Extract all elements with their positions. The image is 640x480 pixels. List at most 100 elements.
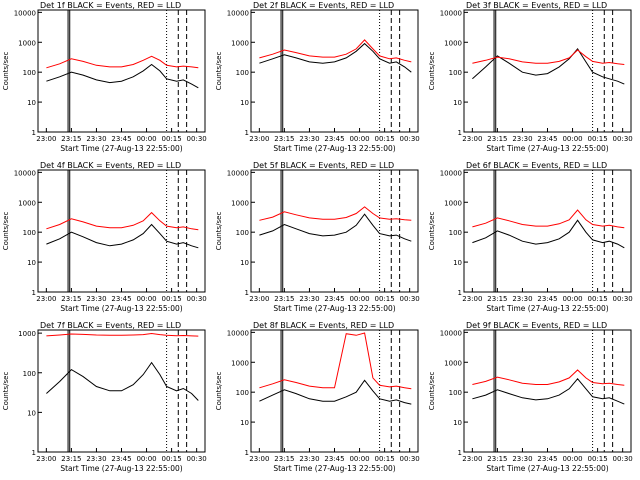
- y-tick-label: 1: [32, 129, 36, 137]
- plot-frame: [250, 329, 419, 453]
- y-tick-label: 10: [453, 259, 462, 267]
- plot-frame: [463, 169, 632, 293]
- detector-panel: Det 1f BLACK = Events, RED = LLD 1 10 100 10…: [2, 1, 207, 153]
- panel-title: Det 7f BLACK = Events, RED = LLD: [40, 321, 181, 330]
- y-tick-label: 1: [458, 449, 462, 457]
- x-tick-label: 00:00: [349, 135, 369, 143]
- series-line-lld: [472, 369, 625, 386]
- y-tick-label: 100: [236, 229, 249, 237]
- x-tick-label: 23:15: [487, 135, 507, 143]
- x-axis-label: Start Time (27-Aug-13 22:55:00): [60, 144, 182, 153]
- x-tick-label: 00:30: [400, 295, 420, 303]
- x-tick-label: 00:00: [562, 295, 582, 303]
- series-line-events: [46, 361, 199, 401]
- x-tick-label: 00:00: [136, 455, 156, 463]
- series-line-events: [259, 42, 412, 73]
- plot-frame: [463, 329, 632, 453]
- x-tick-label: 00:00: [136, 135, 156, 143]
- y-tick-label: 1: [32, 289, 36, 297]
- x-tick-label: 23:45: [537, 295, 557, 303]
- y-tick-label: 1000: [18, 39, 36, 47]
- detector-panel: Det 6f BLACK = Events, RED = LLD 1 10 100 10…: [428, 161, 633, 313]
- x-tick-label: 23:45: [324, 455, 344, 463]
- series-line-lld: [259, 332, 412, 390]
- y-axis-label: Counts/sec: [428, 212, 436, 251]
- y-tick-label: 10: [453, 419, 462, 427]
- x-tick-label: 23:45: [111, 295, 131, 303]
- y-axis-label: Counts/sec: [428, 372, 436, 411]
- panel-title: Det 9f BLACK = Events, RED = LLD: [466, 321, 607, 330]
- y-axis-label: Counts/sec: [215, 372, 223, 411]
- series-line-lld: [46, 55, 199, 69]
- panel-title: Det 3f BLACK = Events, RED = LLD: [466, 1, 607, 10]
- x-axis-label: Start Time (27-Aug-13 22:55:00): [273, 464, 395, 473]
- y-tick-label: 10: [27, 99, 36, 107]
- x-tick-label: 23:30: [86, 135, 106, 143]
- x-tick-label: 00:15: [588, 295, 608, 303]
- x-tick-label: 00:30: [400, 455, 420, 463]
- y-axis-label: Counts/sec: [215, 52, 223, 91]
- series-line-events: [259, 379, 412, 405]
- x-tick-label: 23:30: [512, 295, 532, 303]
- y-tick-label: 100: [23, 69, 36, 77]
- y-tick-label: 1000: [18, 199, 36, 207]
- y-tick-label: 10: [240, 99, 249, 107]
- plot-frame: [37, 9, 206, 133]
- y-tick-label: 1000: [231, 199, 249, 207]
- x-tick-label: 00:00: [562, 135, 582, 143]
- x-tick-label: 23:30: [299, 455, 319, 463]
- x-tick-label: 23:15: [61, 135, 81, 143]
- x-tick-label: 23:00: [462, 135, 482, 143]
- y-tick-label: 1000: [231, 39, 249, 47]
- y-tick-label: 10: [240, 419, 249, 427]
- x-tick-label: 23:15: [274, 295, 294, 303]
- x-tick-label: 00:15: [375, 455, 395, 463]
- series-line-lld: [259, 206, 412, 221]
- y-axis-label: Counts/sec: [428, 52, 436, 91]
- y-tick-label: 10000: [14, 169, 36, 177]
- y-tick-label: 1: [32, 449, 36, 457]
- y-tick-label: 1000: [444, 199, 462, 207]
- series-line-events: [472, 219, 625, 249]
- y-tick-label: 10000: [440, 9, 462, 17]
- x-tick-label: 23:15: [487, 295, 507, 303]
- y-tick-label: 1: [458, 129, 462, 137]
- x-tick-label: 00:30: [187, 295, 207, 303]
- series-line-lld: [472, 209, 625, 229]
- detector-panel: Det 3f BLACK = Events, RED = LLD 1 10 100 10…: [428, 1, 633, 153]
- x-tick-label: 00:00: [349, 455, 369, 463]
- plot-frame: [250, 169, 419, 293]
- x-tick-label: 23:30: [86, 295, 106, 303]
- y-axis-label: Counts/sec: [2, 212, 10, 251]
- x-axis-label: Start Time (27-Aug-13 22:55:00): [486, 464, 608, 473]
- x-tick-label: 23:45: [111, 455, 131, 463]
- detector-panel: Det 5f BLACK = Events, RED = LLD 1 10 100 10…: [215, 161, 420, 313]
- detector-panel: Det 8f BLACK = Events, RED = LLD 1 10 100 10…: [215, 321, 420, 473]
- series-line-events: [46, 63, 199, 89]
- x-tick-label: 23:00: [36, 295, 56, 303]
- x-axis-label: Start Time (27-Aug-13 22:55:00): [273, 144, 395, 153]
- y-tick-label: 10: [27, 259, 36, 267]
- x-tick-label: 23:15: [274, 135, 294, 143]
- y-tick-label: 100: [449, 389, 462, 397]
- x-tick-label: 00:15: [162, 295, 182, 303]
- x-tick-label: 00:15: [588, 135, 608, 143]
- y-tick-label: 100: [449, 69, 462, 77]
- y-tick-label: 1000: [231, 359, 249, 367]
- x-axis-label: Start Time (27-Aug-13 22:55:00): [60, 304, 182, 313]
- x-axis-label: Start Time (27-Aug-13 22:55:00): [486, 304, 608, 313]
- x-tick-label: 23:00: [249, 135, 269, 143]
- x-tick-label: 23:00: [36, 135, 56, 143]
- y-tick-label: 1: [245, 449, 249, 457]
- x-tick-label: 00:15: [375, 135, 395, 143]
- x-tick-label: 23:00: [462, 295, 482, 303]
- x-axis-label: Start Time (27-Aug-13 22:55:00): [273, 304, 395, 313]
- y-tick-label: 10: [27, 409, 36, 417]
- y-tick-label: 100: [23, 370, 36, 378]
- plot-frame: [37, 169, 206, 293]
- x-tick-label: 23:30: [299, 295, 319, 303]
- x-axis-label: Start Time (27-Aug-13 22:55:00): [486, 144, 608, 153]
- y-axis-label: Counts/sec: [2, 372, 10, 411]
- y-tick-label: 1000: [444, 39, 462, 47]
- y-tick-label: 1000: [18, 330, 36, 338]
